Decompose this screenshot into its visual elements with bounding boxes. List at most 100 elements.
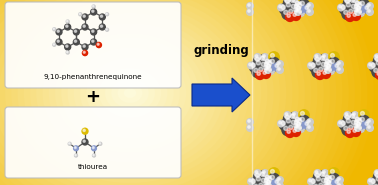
Circle shape: [333, 179, 342, 185]
Circle shape: [320, 172, 324, 176]
Circle shape: [358, 115, 370, 127]
Circle shape: [346, 3, 350, 7]
Circle shape: [367, 3, 373, 9]
Circle shape: [285, 115, 290, 120]
Circle shape: [330, 169, 335, 173]
Circle shape: [248, 126, 250, 128]
Circle shape: [369, 63, 371, 66]
Circle shape: [53, 44, 54, 45]
Circle shape: [92, 40, 94, 42]
Circle shape: [299, 110, 309, 120]
Circle shape: [74, 154, 77, 157]
Circle shape: [295, 117, 299, 121]
Text: thiourea: thiourea: [78, 164, 108, 170]
Circle shape: [297, 10, 304, 16]
Circle shape: [278, 184, 280, 185]
Circle shape: [349, 2, 361, 14]
Circle shape: [325, 175, 330, 179]
Circle shape: [328, 59, 334, 65]
Circle shape: [293, 115, 305, 127]
Circle shape: [252, 182, 263, 185]
Circle shape: [324, 179, 336, 185]
Circle shape: [309, 179, 311, 182]
Circle shape: [335, 64, 338, 67]
Circle shape: [364, 121, 372, 130]
Circle shape: [315, 171, 318, 173]
Circle shape: [281, 121, 285, 125]
Circle shape: [355, 125, 361, 131]
Circle shape: [105, 28, 108, 31]
Ellipse shape: [0, 0, 355, 185]
Circle shape: [257, 72, 260, 75]
Circle shape: [279, 4, 291, 15]
Circle shape: [296, 10, 298, 12]
Circle shape: [337, 67, 343, 73]
Circle shape: [330, 59, 335, 63]
Circle shape: [269, 176, 271, 178]
Circle shape: [279, 5, 281, 8]
Circle shape: [329, 69, 331, 71]
Circle shape: [305, 6, 308, 9]
Circle shape: [350, 114, 355, 118]
Circle shape: [248, 10, 250, 12]
Ellipse shape: [0, 0, 342, 185]
Circle shape: [373, 56, 378, 67]
Circle shape: [322, 170, 328, 176]
Circle shape: [67, 52, 68, 53]
Circle shape: [106, 13, 107, 14]
Circle shape: [75, 154, 76, 156]
Circle shape: [270, 59, 274, 63]
Circle shape: [354, 124, 358, 128]
Circle shape: [355, 4, 366, 16]
Circle shape: [296, 6, 301, 10]
Circle shape: [93, 154, 96, 157]
Circle shape: [355, 9, 361, 15]
Circle shape: [328, 175, 334, 181]
Circle shape: [259, 176, 271, 185]
Circle shape: [377, 72, 378, 75]
Circle shape: [375, 57, 378, 61]
Circle shape: [254, 175, 266, 185]
Circle shape: [285, 13, 294, 21]
Circle shape: [374, 68, 378, 73]
Circle shape: [352, 112, 358, 118]
Circle shape: [330, 53, 335, 57]
Circle shape: [311, 63, 316, 68]
Circle shape: [83, 15, 85, 17]
Circle shape: [279, 121, 281, 124]
Circle shape: [92, 5, 95, 8]
Circle shape: [268, 68, 274, 74]
Circle shape: [294, 4, 305, 16]
Circle shape: [74, 147, 76, 149]
Circle shape: [342, 9, 353, 20]
Ellipse shape: [5, 0, 255, 185]
Circle shape: [284, 112, 291, 118]
Circle shape: [277, 177, 284, 183]
Circle shape: [69, 143, 70, 144]
Circle shape: [284, 113, 294, 125]
Circle shape: [275, 64, 278, 67]
Circle shape: [74, 146, 78, 151]
Circle shape: [256, 61, 260, 65]
Circle shape: [347, 14, 350, 17]
Circle shape: [263, 58, 274, 69]
Circle shape: [284, 0, 294, 9]
Circle shape: [296, 5, 304, 14]
Circle shape: [56, 29, 62, 35]
Circle shape: [254, 171, 265, 183]
Circle shape: [265, 61, 271, 67]
Circle shape: [325, 179, 335, 185]
Circle shape: [263, 71, 266, 74]
Circle shape: [326, 180, 330, 184]
Circle shape: [337, 183, 343, 185]
Circle shape: [82, 139, 88, 145]
Circle shape: [315, 57, 319, 61]
Circle shape: [324, 63, 336, 74]
Circle shape: [364, 5, 372, 14]
Circle shape: [83, 51, 85, 53]
Circle shape: [377, 65, 378, 77]
Circle shape: [266, 178, 268, 180]
Circle shape: [308, 120, 310, 122]
Circle shape: [288, 112, 299, 124]
Circle shape: [358, 0, 370, 11]
